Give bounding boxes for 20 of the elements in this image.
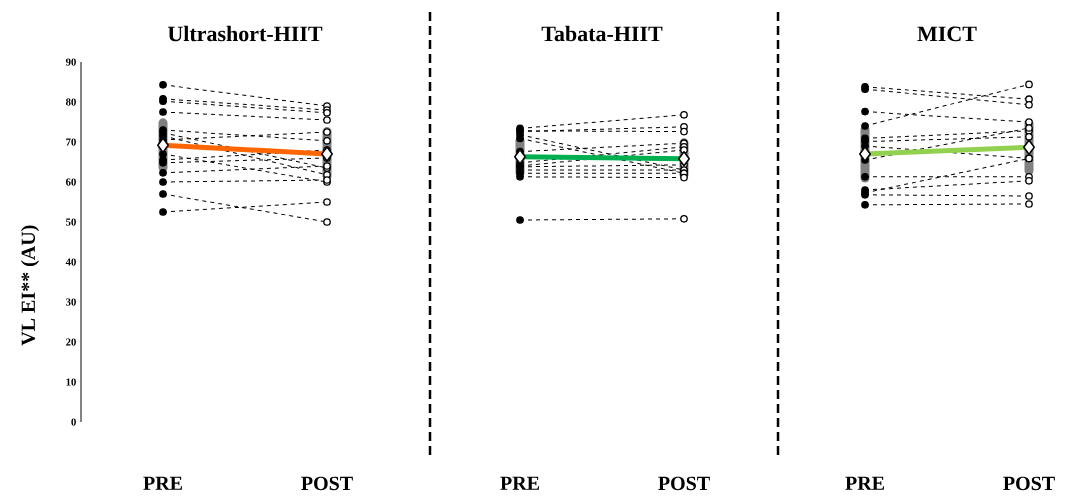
x-tick-label: POST xyxy=(301,476,353,491)
chart-title: Tabata-HIIT xyxy=(541,25,663,42)
y-tick-label: 0 xyxy=(71,418,76,426)
y-tick-label: 50 xyxy=(66,218,76,226)
y-tick-label: 60 xyxy=(65,178,76,186)
chart-title: MICT xyxy=(917,26,977,42)
y-tick-label: 10 xyxy=(66,378,76,386)
x-tick-label: PRE xyxy=(143,476,182,490)
y-tick-label: 20 xyxy=(66,338,76,346)
y-tick-label: 40 xyxy=(65,258,76,266)
x-tick-label: POST xyxy=(658,476,710,491)
y-tick-label: 70 xyxy=(66,138,76,146)
x-tick-label: PRE xyxy=(500,476,539,490)
y-axis-title: VL EI** (AU) xyxy=(20,225,40,346)
x-tick-label: POST xyxy=(1003,476,1055,491)
x-tick-label: PRE xyxy=(845,476,884,490)
y-tick-label: 30 xyxy=(66,298,76,306)
y-tick-label: 90 xyxy=(65,58,76,66)
y-tick-label: 80 xyxy=(65,98,76,106)
chart-title: Ultrashort-HIIT xyxy=(167,25,323,42)
